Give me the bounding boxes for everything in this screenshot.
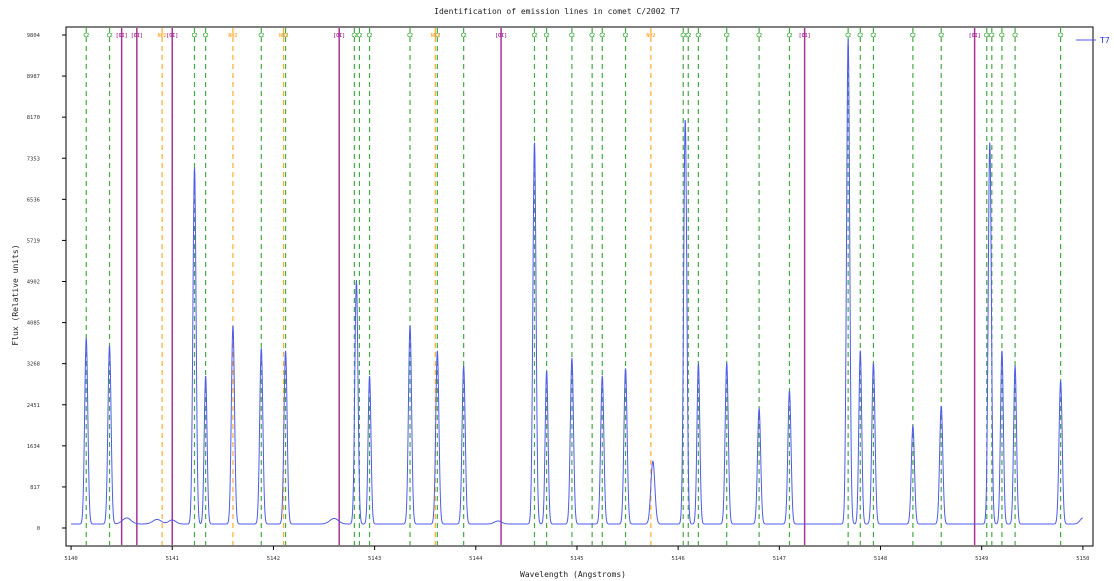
x-tick-label: 5144 — [469, 556, 483, 562]
marker-label: C2 — [756, 33, 762, 39]
line-markers: C2 C2 C2 C2 C2 C2 C2 C2 C2 C2 C2 C2 C2 C2 C2 C2 C2 C2 C2 C2… — [83, 28, 1064, 545]
marker-label: C2 — [599, 33, 605, 39]
legend: T7 — [1076, 36, 1110, 45]
marker-label: C2 — [910, 33, 916, 39]
marker-label: C2 — [258, 33, 264, 39]
marker-label: [OI] — [495, 33, 507, 39]
marker-label: C2 — [434, 33, 440, 39]
marker-label: [OI] — [116, 33, 128, 39]
plot-frame — [65, 26, 1094, 547]
flux-series — [71, 38, 1083, 525]
marker-label: C2 — [857, 33, 863, 39]
marker-label: C2 — [407, 33, 413, 39]
y-tick-label: 8987 — [27, 74, 40, 80]
marker-label: C2 — [685, 33, 691, 39]
marker-label: C2 — [845, 33, 851, 39]
marker-label: C2 — [695, 33, 701, 39]
marker-label: C2 — [786, 33, 792, 39]
marker-label: NH2 — [646, 33, 655, 39]
y-tick-label: 7353 — [27, 156, 40, 162]
y-tick-label: 9804 — [27, 33, 41, 39]
x-tick-label: 5146 — [672, 556, 685, 562]
marker-label: C2 — [989, 33, 995, 39]
marker-label: C2 — [999, 33, 1005, 39]
x-tick-label: 5140 — [64, 556, 77, 562]
x-tick-label: 5141 — [166, 556, 179, 562]
y-tick-label: 3268 — [27, 362, 40, 368]
marker-label: C2 — [623, 33, 629, 39]
y-tick-label: 4085 — [27, 321, 40, 327]
marker-label: C2 — [569, 33, 575, 39]
flux-line — [71, 38, 1083, 525]
marker-label: C2 — [984, 33, 990, 39]
y-tick-label: 1634 — [27, 444, 41, 450]
marker-label: NH2 — [431, 33, 440, 39]
marker-label: [OI] — [166, 33, 178, 39]
y-tick-label: 817 — [30, 485, 40, 491]
marker-label: C2 — [367, 33, 373, 39]
marker-label: NH2 — [279, 33, 288, 39]
marker-label: C2 — [531, 33, 537, 39]
marker-label: C2 — [106, 33, 112, 39]
marker-label: C2 — [351, 33, 357, 39]
marker-label: C2 — [544, 33, 550, 39]
marker-label: NH2 — [158, 33, 167, 39]
y-tick-label: 4902 — [27, 280, 40, 286]
x-tick-label: 5150 — [1076, 556, 1089, 562]
y-tick-label: 0 — [37, 526, 40, 532]
marker-label: C2 — [589, 33, 595, 39]
marker-label: C2 — [724, 33, 730, 39]
x-tick-label: 5143 — [368, 556, 381, 562]
marker-label: C2 — [461, 33, 467, 39]
y-tick-label: 6536 — [27, 197, 40, 203]
marker-label: [OI] — [969, 33, 981, 39]
marker-label: NH2 — [228, 33, 237, 39]
x-tick-label: 5148 — [874, 556, 887, 562]
marker-label: [OI] — [131, 33, 143, 39]
x-tick-label: 5147 — [773, 556, 786, 562]
marker-label: C2 — [203, 33, 209, 39]
y-axis: 0 817 1634 2451 3268 4085 4902 5719 6536 7353 8170… — [27, 33, 66, 532]
x-axis-label: Wavelength (Angstroms) — [520, 570, 626, 579]
x-axis: 5140 5141 5142 5143 5144 5145 5146 5147 5148 5149… — [64, 546, 1090, 562]
marker-label: C2 — [1012, 33, 1018, 39]
marker-label: [OI] — [333, 33, 345, 39]
y-tick-label: 8170 — [27, 115, 40, 121]
marker-label: C2 — [680, 33, 686, 39]
marker-label: C2 — [870, 33, 876, 39]
marker-label: C2 — [356, 33, 362, 39]
marker-label: C2 — [83, 33, 89, 39]
x-tick-label: 5145 — [570, 556, 583, 562]
y-tick-label: 2451 — [27, 403, 40, 409]
x-tick-label: 5142 — [267, 556, 280, 562]
marker-label: C2 — [191, 33, 197, 39]
chart-title: Identification of emission lines in come… — [434, 7, 680, 16]
marker-label: C2 — [938, 33, 944, 39]
x-tick-label: 5149 — [975, 556, 988, 562]
marker-label: [OI] — [799, 33, 811, 39]
marker-label: C2 — [1058, 33, 1064, 39]
marker-label: C2 — [283, 33, 289, 39]
y-axis-label: Flux (Relative units) — [11, 244, 20, 345]
legend-label-t7: T7 — [1100, 36, 1110, 45]
y-tick-label: 5719 — [27, 238, 40, 244]
